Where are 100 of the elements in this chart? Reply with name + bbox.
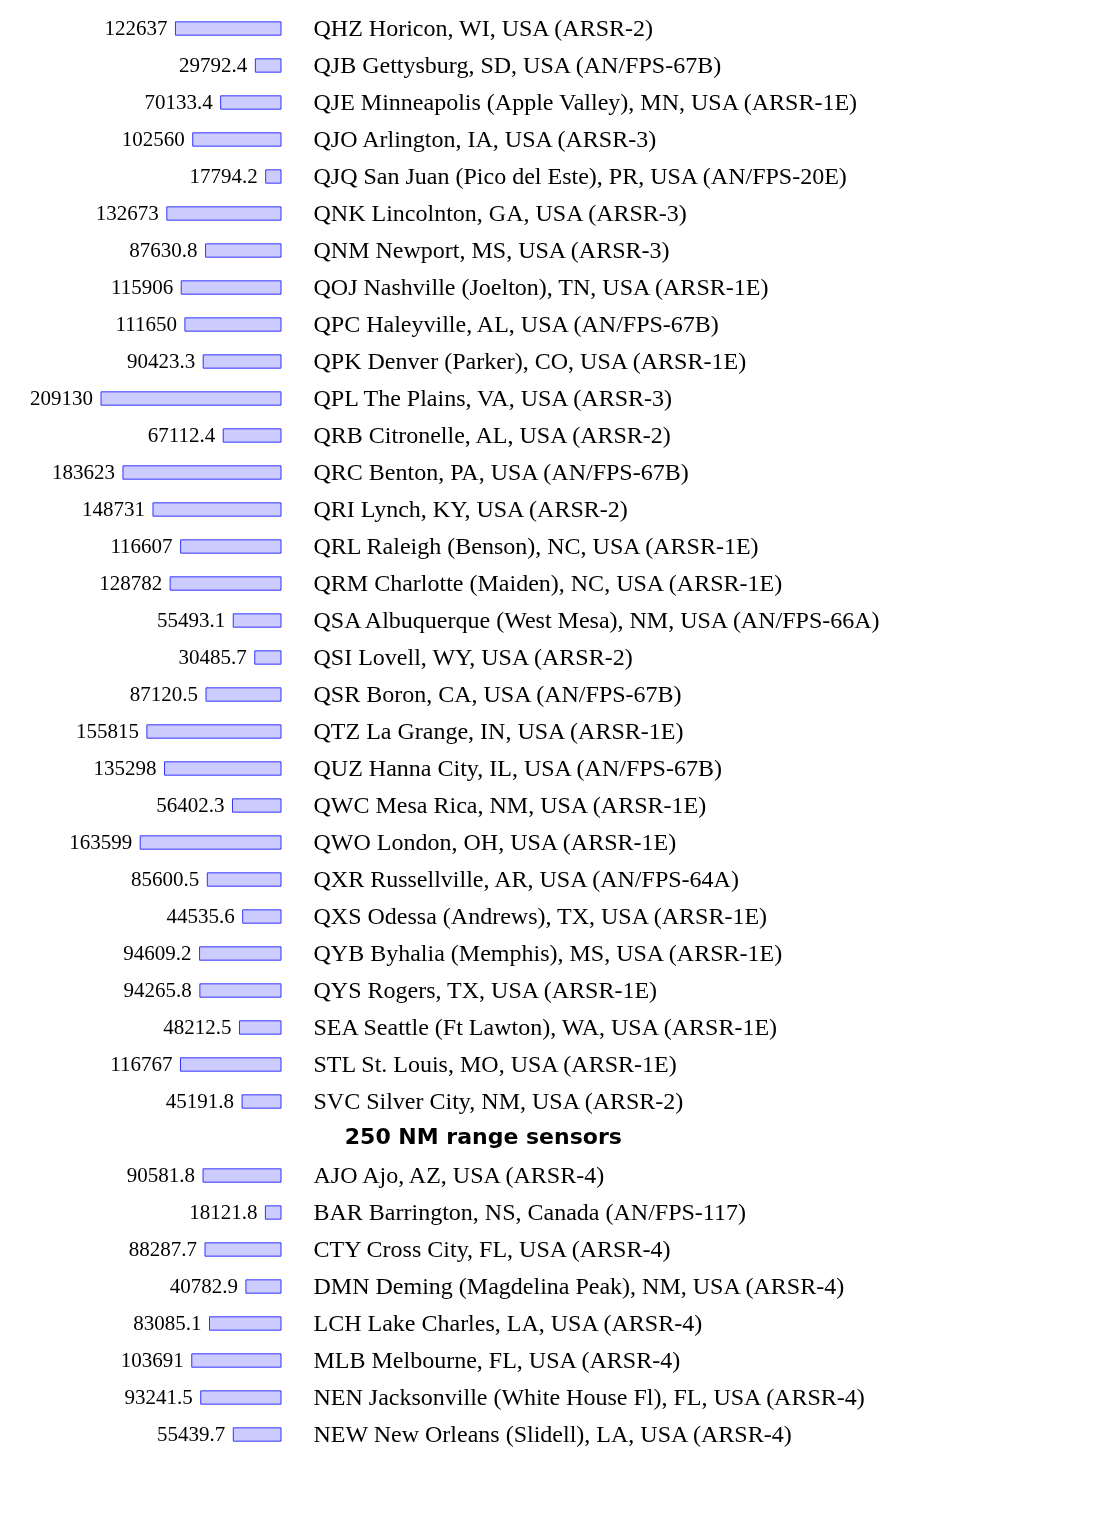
- bar: [164, 761, 282, 776]
- y-tick-label: QUZ Hanna City, IL, USA (AN/FPS-67B): [313, 754, 722, 781]
- data-label: 116767: [110, 1051, 173, 1076]
- y-tick-label: DMN Deming (Magdelina Peak), NM, USA (ARSR-4): [313, 1272, 845, 1299]
- bar: [202, 1168, 282, 1183]
- y-tick-label: QPK Denver (Parker), CO, USA (ARSR-1E): [313, 347, 747, 374]
- bar: [245, 1279, 282, 1294]
- data-label: 29792.4: [179, 52, 248, 77]
- bar: [180, 1057, 282, 1072]
- y-tick-label: QJE Minneapolis (Apple Valley), MN, USA (ARSR-1E): [313, 88, 858, 115]
- y-tick-label: SVC Silver City, NM, USA (ARSR-2): [313, 1087, 684, 1114]
- bar: [222, 428, 282, 443]
- y-tick-label: QHZ Horicon, WI, USA (ARSR-2): [313, 14, 654, 41]
- data-label: 55439.7: [157, 1421, 226, 1446]
- y-tick-label: QXS Odessa (Andrews), TX, USA (ARSR-1E): [313, 902, 768, 929]
- y-tick-label: QTZ La Grange, IN, USA (ARSR-1E): [313, 717, 684, 744]
- data-label: 87630.8: [129, 237, 198, 262]
- y-tick-label: MLB Melbourne, FL, USA (ARSR-4): [313, 1346, 681, 1373]
- bar: [208, 1316, 282, 1331]
- data-label: 85600.5: [131, 866, 200, 891]
- y-tick-label: QOJ Nashville (Joelton), TN, USA (ARSR-1E): [313, 273, 769, 300]
- y-tick-label: QJQ San Juan (Pico del Este), PR, USA (AN/FPS-20E): [313, 162, 847, 189]
- bar: [139, 835, 282, 850]
- data-label: 148731: [81, 496, 145, 521]
- bar: [265, 169, 282, 184]
- data-label: 40782.9: [169, 1273, 238, 1298]
- data-label: 183623: [51, 459, 115, 484]
- data-label: 17794.2: [189, 163, 258, 188]
- data-label: 128782: [99, 570, 163, 595]
- y-tick-label: QPL The Plains, VA, USA (ARSR-3): [313, 384, 672, 411]
- bar: [231, 798, 282, 813]
- y-tick-label: QJB Gettysburg, SD, USA (AN/FPS-67B): [313, 51, 722, 78]
- data-label: 87120.5: [129, 681, 199, 706]
- data-label: 163599: [69, 829, 133, 854]
- y-tick-label: QSR Boron, CA, USA (AN/FPS-67B): [313, 680, 682, 707]
- y-tick-label: QNK Lincolnton, GA, USA (ARSR-3): [313, 199, 687, 226]
- bar: [191, 1353, 282, 1368]
- y-tick-label: NEW New Orleans (Slidell), LA, USA (ARSR-4): [313, 1420, 792, 1447]
- bar: [264, 1205, 282, 1220]
- data-label: 116607: [110, 533, 173, 558]
- y-tick-label: AJO Ajo, AZ, USA (ARSR-4): [313, 1161, 605, 1188]
- data-label: 103691: [120, 1347, 184, 1372]
- y-tick-label: QYS Rogers, TX, USA (ARSR-1E): [313, 976, 658, 1003]
- y-tick-label: CTY Cross City, FL, USA (ARSR-4): [313, 1235, 671, 1262]
- y-tick-label: BAR Barrington, NS, Canada (AN/FPS-117): [313, 1198, 746, 1225]
- data-label: 70133.4: [144, 89, 214, 114]
- bar: [100, 391, 282, 406]
- data-label: 30485.7: [178, 644, 247, 669]
- bar: [254, 58, 282, 73]
- bar: [204, 1242, 282, 1257]
- data-label: 115906: [111, 274, 174, 299]
- text: 250 NM range sensors: [344, 1124, 622, 1149]
- bar: [205, 687, 282, 702]
- data-label: 155815: [75, 718, 139, 743]
- bar: [184, 317, 282, 332]
- data-label: 45191.8: [165, 1088, 235, 1113]
- bar: [180, 539, 282, 554]
- y-tick-label: QRL Raleigh (Benson), NC, USA (ARSR-1E): [313, 532, 759, 559]
- bar: [206, 872, 282, 887]
- data-label: 67112.4: [147, 422, 216, 447]
- bar: [202, 354, 282, 369]
- y-tick-label: QPC Haleyville, AL, USA (AN/FPS-67B): [313, 310, 719, 337]
- y-tick-label: QSA Albuquerque (West Mesa), NM, USA (AN/FPS-66A): [313, 606, 880, 633]
- y-tick-label: QYB Byhalia (Memphis), MS, USA (ARSR-1E): [313, 939, 783, 966]
- data-label: 90581.8: [126, 1162, 196, 1187]
- y-tick-label: QXR Russellville, AR, USA (AN/FPS-64A): [313, 865, 739, 892]
- data-label: 48212.5: [163, 1014, 232, 1039]
- bar: [239, 1020, 282, 1035]
- bar: [169, 576, 282, 591]
- y-tick-label: QJO Arlington, IA, USA (ARSR-3): [313, 125, 657, 152]
- bar: [152, 502, 282, 517]
- bar: [146, 724, 282, 739]
- data-label: 83085.1: [133, 1310, 202, 1335]
- bar: [192, 132, 282, 147]
- data-label: 111650: [115, 311, 177, 336]
- bar: [241, 1094, 282, 1109]
- data-label: 93241.5: [124, 1384, 193, 1409]
- bar: [254, 650, 282, 665]
- y-tick-label: QRM Charlotte (Maiden), NC, USA (ARSR-1E): [313, 569, 783, 596]
- y-tick-label: NEN Jacksonville (White House Fl), FL, USA (ARSR-4): [313, 1383, 865, 1410]
- data-label: 135298: [93, 755, 157, 780]
- bar: [180, 280, 282, 295]
- y-tick-label: QWC Mesa Rica, NM, USA (ARSR-1E): [313, 791, 707, 818]
- data-label: 94609.2: [123, 940, 192, 965]
- data-label: 94265.8: [123, 977, 192, 1002]
- data-label: 102560: [121, 126, 185, 151]
- data-label: 18121.8: [189, 1199, 258, 1224]
- bar: [200, 1390, 282, 1405]
- data-label: 132673: [95, 200, 159, 225]
- y-tick-label: QSI Lovell, WY, USA (ARSR-2): [313, 643, 633, 670]
- data-label: 55493.1: [156, 607, 226, 632]
- data-label: 122637: [104, 15, 168, 40]
- bar: [220, 95, 282, 110]
- bar: [232, 1427, 282, 1442]
- y-tick-label: QNM Newport, MS, USA (ARSR-3): [313, 236, 670, 263]
- bar: [232, 613, 282, 628]
- y-tick-label: QRC Benton, PA, USA (AN/FPS-67B): [313, 458, 689, 485]
- y-tick-label: QRB Citronelle, AL, USA (ARSR-2): [313, 421, 671, 448]
- y-tick-label: QRI Lynch, KY, USA (ARSR-2): [313, 495, 628, 522]
- data-label: 90423.3: [126, 348, 196, 373]
